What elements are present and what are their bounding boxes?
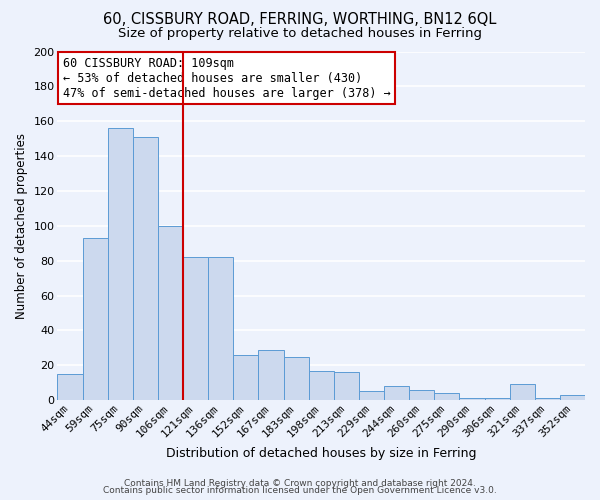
Bar [308, 370, 334, 400]
Text: Size of property relative to detached houses in Ferring: Size of property relative to detached ho… [118, 28, 482, 40]
Bar [284, 356, 308, 400]
Bar [133, 137, 158, 400]
Text: Contains HM Land Registry data © Crown copyright and database right 2024.: Contains HM Land Registry data © Crown c… [124, 478, 476, 488]
Text: 60 CISSBURY ROAD: 109sqm
← 53% of detached houses are smaller (430)
47% of semi-: 60 CISSBURY ROAD: 109sqm ← 53% of detach… [63, 56, 391, 100]
Bar [208, 257, 233, 400]
Bar [560, 395, 585, 400]
Bar [485, 398, 509, 400]
Bar [434, 393, 460, 400]
X-axis label: Distribution of detached houses by size in Ferring: Distribution of detached houses by size … [166, 447, 476, 460]
Text: Contains public sector information licensed under the Open Government Licence v3: Contains public sector information licen… [103, 486, 497, 495]
Bar [158, 226, 183, 400]
Bar [108, 128, 133, 400]
Bar [535, 398, 560, 400]
Bar [509, 384, 535, 400]
Y-axis label: Number of detached properties: Number of detached properties [15, 133, 28, 319]
Bar [183, 257, 208, 400]
Bar [58, 374, 83, 400]
Bar [259, 350, 284, 400]
Bar [460, 398, 485, 400]
Bar [334, 372, 359, 400]
Text: 60, CISSBURY ROAD, FERRING, WORTHING, BN12 6QL: 60, CISSBURY ROAD, FERRING, WORTHING, BN… [103, 12, 497, 28]
Bar [359, 392, 384, 400]
Bar [384, 386, 409, 400]
Bar [83, 238, 108, 400]
Bar [409, 390, 434, 400]
Bar [233, 355, 259, 400]
